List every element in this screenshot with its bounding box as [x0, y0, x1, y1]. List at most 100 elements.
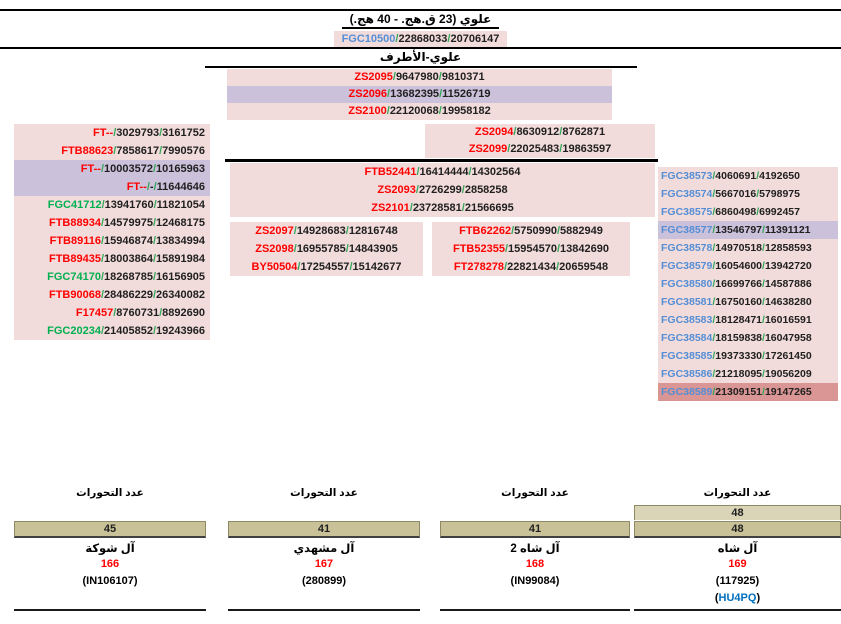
kit-id-secondary: (HU4PQ) — [634, 592, 841, 604]
snp-label: F17457 — [75, 307, 114, 319]
separator: / — [438, 105, 442, 117]
separator: / — [712, 260, 716, 272]
mutations-count-label: عدد التحورات — [76, 487, 144, 499]
separator: / — [447, 33, 451, 45]
separator: / — [152, 235, 157, 247]
separator: / — [762, 314, 765, 326]
snp-label: ZS2099 — [468, 143, 508, 155]
family-name: آل شوكة — [85, 543, 135, 555]
kit-id: (280899) — [301, 575, 347, 587]
branch-divider — [225, 159, 658, 162]
snp-pos2: 11821054 — [156, 199, 205, 211]
snp-row: FGC38583/18128471/16016591 — [658, 311, 838, 329]
snp-pos1: 3029793 — [116, 127, 160, 139]
separator: / — [712, 242, 716, 254]
snp-row: FTB62262/5750990/5882949 — [432, 222, 630, 240]
snp-pos1: 5667016 — [715, 188, 757, 200]
mutations-count-bar-secondary: 48 — [634, 505, 841, 520]
separator: / — [712, 278, 716, 290]
snp-pos2: 6992457 — [759, 206, 800, 218]
mutations-count-label: عدد التحورات — [290, 487, 358, 499]
section-title: علوي-الأطرف — [379, 50, 462, 64]
summary-column: عدد التحورات 41 آل مشهدي 167 (280899) — [228, 481, 420, 614]
snp-row: FGC38574/5667016/5798975 — [658, 185, 838, 203]
snp-row: ZS2099/22025483/19863597 — [425, 141, 655, 158]
snp-pos2: 20659548 — [559, 261, 609, 273]
snp-label: FGC38575 — [661, 206, 713, 218]
snp-row: FGC38585/19373330/17261450 — [658, 347, 838, 365]
separator: / — [100, 235, 105, 247]
top-divider — [0, 9, 841, 11]
snp-pos2: 19243966 — [156, 325, 205, 337]
snp-row: FTB88623/7858617/7990576 — [14, 142, 210, 160]
snp-row: FTB90068/28486229/26340082 — [14, 286, 210, 304]
snp-row: FT--/3029793/3161752 — [14, 124, 210, 142]
snp-label: ZS2095 — [354, 71, 393, 83]
separator: / — [152, 325, 157, 337]
separator: / — [386, 105, 390, 117]
kit-id: (IN99084) — [510, 575, 560, 587]
snp-label: ZS2098 — [255, 243, 294, 255]
separator: / — [504, 261, 508, 273]
separator: / — [756, 188, 760, 200]
snp-row: ZS2098/16955785/14843905 — [230, 240, 423, 258]
snp-pos1: 4060691 — [715, 170, 757, 182]
page-title: علوي (23 ق.هج. - 40 هج.) — [341, 12, 500, 29]
snp-label: FGC38577 — [661, 224, 713, 236]
snp-pos1: 22868033 — [398, 33, 448, 45]
separator: / — [461, 184, 465, 196]
snp-label: FT-- — [80, 163, 101, 175]
separator: / — [395, 33, 399, 45]
snp-pos1: 21405852 — [104, 325, 153, 337]
mutations-count-label: عدد التحورات — [501, 487, 569, 499]
lineage-number: 166 — [100, 558, 120, 570]
snp-row: FT--/10003572/10165963 — [14, 160, 210, 178]
snp-label: ZS2101 — [371, 202, 410, 214]
snp-label: FT278278 — [453, 261, 505, 273]
snp-pos2: 11644646 — [156, 181, 205, 193]
snp-pos1: 17254557 — [300, 261, 350, 273]
snp-pos1: 13682395 — [390, 88, 440, 100]
snp-pos2: 11391121 — [764, 224, 811, 236]
snp-pos1: 7858617 — [116, 145, 160, 157]
left-snp-column: FT--/3029793/3161752 FTB88623/7858617/799… — [14, 124, 210, 340]
separator: / — [712, 350, 716, 362]
separator: / — [559, 143, 563, 155]
snp-pos2: 14302564 — [471, 166, 521, 178]
snp-label: FT-- — [126, 181, 147, 193]
mutations-count-bar: 41 — [440, 521, 630, 538]
separator: / — [762, 386, 765, 398]
snp-pos1: 8630912 — [516, 126, 560, 138]
snp-label: FTB90068 — [48, 289, 101, 301]
snp-pos2: 13842690 — [560, 243, 609, 255]
snp-pos2: 16016591 — [764, 314, 812, 326]
snp-label: ZS2096 — [348, 88, 388, 100]
separator: / — [439, 88, 443, 100]
separator: / — [513, 126, 517, 138]
snp-pos1: 22821434 — [507, 261, 557, 273]
mutations-count-label: عدد التحورات — [703, 487, 772, 499]
separator: / — [712, 224, 716, 236]
snp-label: FGC38579 — [661, 260, 713, 272]
snp-row: FGC38580/16699766/14587886 — [658, 275, 838, 293]
separator: / — [762, 278, 765, 290]
central-snp-block: ZS2095/9647980/9810371 ZS2096/13682395/11… — [227, 69, 612, 120]
snp-row: FGC38578/14970518/12858593 — [658, 239, 838, 257]
snp-row: FGC20234/21405852/19243966 — [14, 322, 210, 340]
snp-pos2: 14843905 — [348, 243, 398, 255]
snp-label: FGC41712 — [47, 199, 102, 211]
snp-pos1: 16054600 — [715, 260, 763, 272]
snp-pos1: 5750990 — [514, 225, 557, 237]
separator: / — [153, 199, 157, 211]
lineage-number: 167 — [314, 558, 334, 570]
snp-label: FTB88623 — [61, 145, 114, 157]
summary-column: عدد التحورات 41 آل شاه 2 168 (IN99084) — [440, 481, 630, 614]
separator: / — [159, 145, 163, 157]
column-bottom-divider — [634, 609, 841, 611]
snp-pos1: 28486229 — [104, 289, 153, 301]
snp-pos1: 14970518 — [715, 242, 763, 254]
snp-label: FGC20234 — [47, 325, 101, 337]
separator: / — [345, 225, 349, 237]
separator: / — [387, 88, 391, 100]
separator: / — [712, 386, 716, 398]
